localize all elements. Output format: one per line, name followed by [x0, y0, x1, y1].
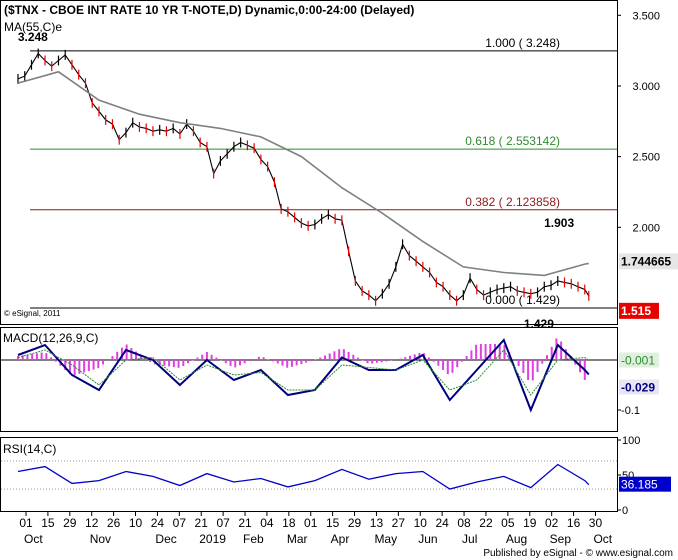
- macd-panel-frame: [0, 327, 618, 432]
- rsi-tick-label: 100: [622, 435, 640, 447]
- last-ma-value: 1.744665: [621, 254, 671, 268]
- chart-title: ($TNX - CBOE INT RATE 10 YR T-NOTE,D) Dy…: [4, 3, 414, 17]
- x-tick-label: 22: [479, 516, 493, 530]
- x-tick-label: 18: [282, 516, 296, 530]
- rsi-panel-frame: [0, 437, 618, 512]
- x-tick-label: 07: [216, 516, 230, 530]
- macd-tick-label: -0.1: [621, 405, 640, 417]
- x-tick-label: 19: [523, 516, 537, 530]
- x-tick-label: 07: [173, 516, 187, 530]
- rsi-series: [1, 460, 617, 490]
- price-tick-label: 3.500: [632, 10, 660, 22]
- x-month-label: Sep: [550, 532, 572, 546]
- rsi-label: RSI(14,C): [3, 442, 56, 456]
- last-ma-flag: 1.744665: [619, 253, 678, 270]
- x-month-label: Dec: [155, 532, 176, 546]
- low-annotation: 1.429: [524, 317, 554, 331]
- price-line: [17, 52, 590, 302]
- x-month-label: Apr: [331, 532, 350, 546]
- macd-last-flag: -0.029: [619, 379, 659, 395]
- x-tick-label: 13: [370, 516, 384, 530]
- last-price-value: 1.515: [621, 304, 651, 318]
- x-tick-label: 29: [348, 516, 362, 530]
- x-tick-label: 26: [107, 516, 121, 530]
- x-month-label: Feb: [243, 532, 264, 546]
- peak-annotation: 1.903: [544, 216, 574, 230]
- x-tick-label: 15: [41, 516, 55, 530]
- price-tick-label: 2.500: [632, 152, 660, 164]
- fib-level-label: 0.000 ( 1.429): [485, 293, 560, 307]
- macd-signal-line: [17, 349, 590, 396]
- x-tick-label: 04: [260, 516, 274, 530]
- price-tick-label: 2.000: [632, 222, 660, 234]
- rsi-line: [17, 463, 590, 490]
- macd-signal-value: -0.001: [621, 354, 655, 368]
- rsi-last-value: 36.185: [621, 478, 658, 492]
- x-month-label: 2019: [199, 532, 226, 546]
- x-month-label: Nov: [90, 532, 111, 546]
- high-annotation: 3.248: [18, 30, 48, 44]
- price-tick-label: 3.000: [632, 81, 660, 93]
- x-tick-label: 02: [545, 516, 559, 530]
- x-tick-label: 01: [19, 516, 33, 530]
- x-tick-label: 24: [435, 516, 449, 530]
- ma-label: MA(55,C)e: [4, 20, 62, 34]
- macd-series: [1, 338, 617, 413]
- price-series: [17, 48, 590, 306]
- rsi-last-flag: 36.185: [619, 476, 671, 492]
- x-month-label: Aug: [506, 532, 527, 546]
- macd-signal-flag: -0.001: [619, 352, 659, 368]
- x-tick-label: 10: [129, 516, 143, 530]
- x-tick-label: 27: [392, 516, 406, 530]
- x-tick-label: 01: [304, 516, 318, 530]
- x-month-label: Jun: [418, 532, 437, 546]
- macd-last-value: -0.029: [621, 381, 655, 395]
- fib-level-label: 0.618 ( 2.553142): [465, 134, 560, 148]
- fib-level-label: 0.382 ( 2.123858): [465, 195, 560, 209]
- ma-line: [17, 70, 589, 277]
- x-tick-label: 21: [238, 516, 252, 530]
- fibonacci-levels: 1.000 ( 3.248) 0.618 ( 2.553142) 0.382 ( 2…: [30, 36, 617, 309]
- rsi-tick-label: 0: [622, 505, 628, 517]
- x-tick-label: 15: [326, 516, 340, 530]
- macd-label: MACD(12,26,9,C): [3, 331, 98, 345]
- x-month-label: May: [374, 532, 397, 546]
- x-tick-label: 08: [457, 516, 471, 530]
- x-tick-label: 10: [414, 516, 428, 530]
- x-tick-label: 05: [501, 516, 515, 530]
- x-tick-label: 16: [567, 516, 581, 530]
- last-price-flag: 1.515: [619, 302, 659, 319]
- x-tick-label: 12: [85, 516, 99, 530]
- x-month-label: Mar: [287, 532, 308, 546]
- fib-level-label: 1.000 ( 3.248): [485, 36, 560, 50]
- x-month-label: Jul: [462, 532, 477, 546]
- x-tick-label: 24: [151, 516, 165, 530]
- x-month-label: Oct: [593, 532, 612, 546]
- x-tick-label: 30: [589, 516, 603, 530]
- footer-text: Published by eSignal - © www.esignal.com: [483, 548, 673, 559]
- copyright-label: © eSignal, 2011: [4, 309, 61, 318]
- x-tick-label: 29: [63, 516, 77, 530]
- x-tick-label: 21: [195, 516, 209, 530]
- x-month-label: Oct: [24, 532, 43, 546]
